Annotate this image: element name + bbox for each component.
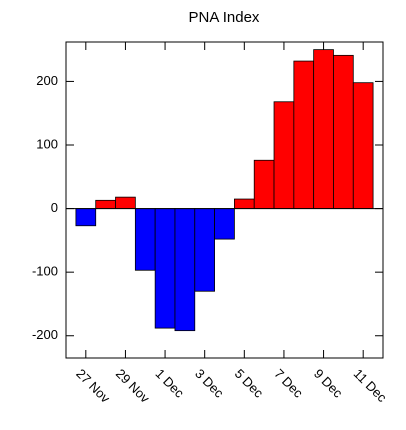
x-tick-label: 5 Dec — [232, 366, 267, 401]
y-tick-label: 0 — [51, 200, 58, 215]
bar — [174, 208, 196, 332]
x-tick-label: 1 Dec — [153, 366, 188, 401]
bar — [95, 199, 116, 209]
x-tick-label: 3 Dec — [192, 366, 227, 401]
x-tick-label: 7 Dec — [271, 366, 306, 401]
bar — [293, 60, 315, 209]
y-tick-label: -100 — [32, 264, 58, 279]
plot-frame — [65, 41, 384, 359]
y-tick-label: 200 — [36, 73, 58, 88]
y-tick-label: -200 — [32, 327, 58, 342]
bar — [234, 198, 255, 209]
bar — [154, 208, 176, 329]
bar — [194, 208, 215, 292]
chart-title: PNA Index — [189, 9, 260, 26]
x-tick-label: 29 Nov — [113, 366, 153, 406]
bar — [253, 159, 275, 209]
x-tick-label: 27 Nov — [73, 366, 113, 406]
bar — [75, 208, 97, 227]
bar — [352, 82, 374, 209]
bar — [313, 49, 334, 209]
x-tick-label: 11 Dec — [351, 366, 390, 405]
y-tick-label: 100 — [36, 136, 58, 151]
bar — [333, 54, 354, 209]
bar — [214, 208, 235, 240]
bar — [115, 196, 136, 209]
bar — [273, 101, 295, 209]
x-tick-label: 9 Dec — [311, 366, 346, 401]
bar — [134, 208, 156, 271]
